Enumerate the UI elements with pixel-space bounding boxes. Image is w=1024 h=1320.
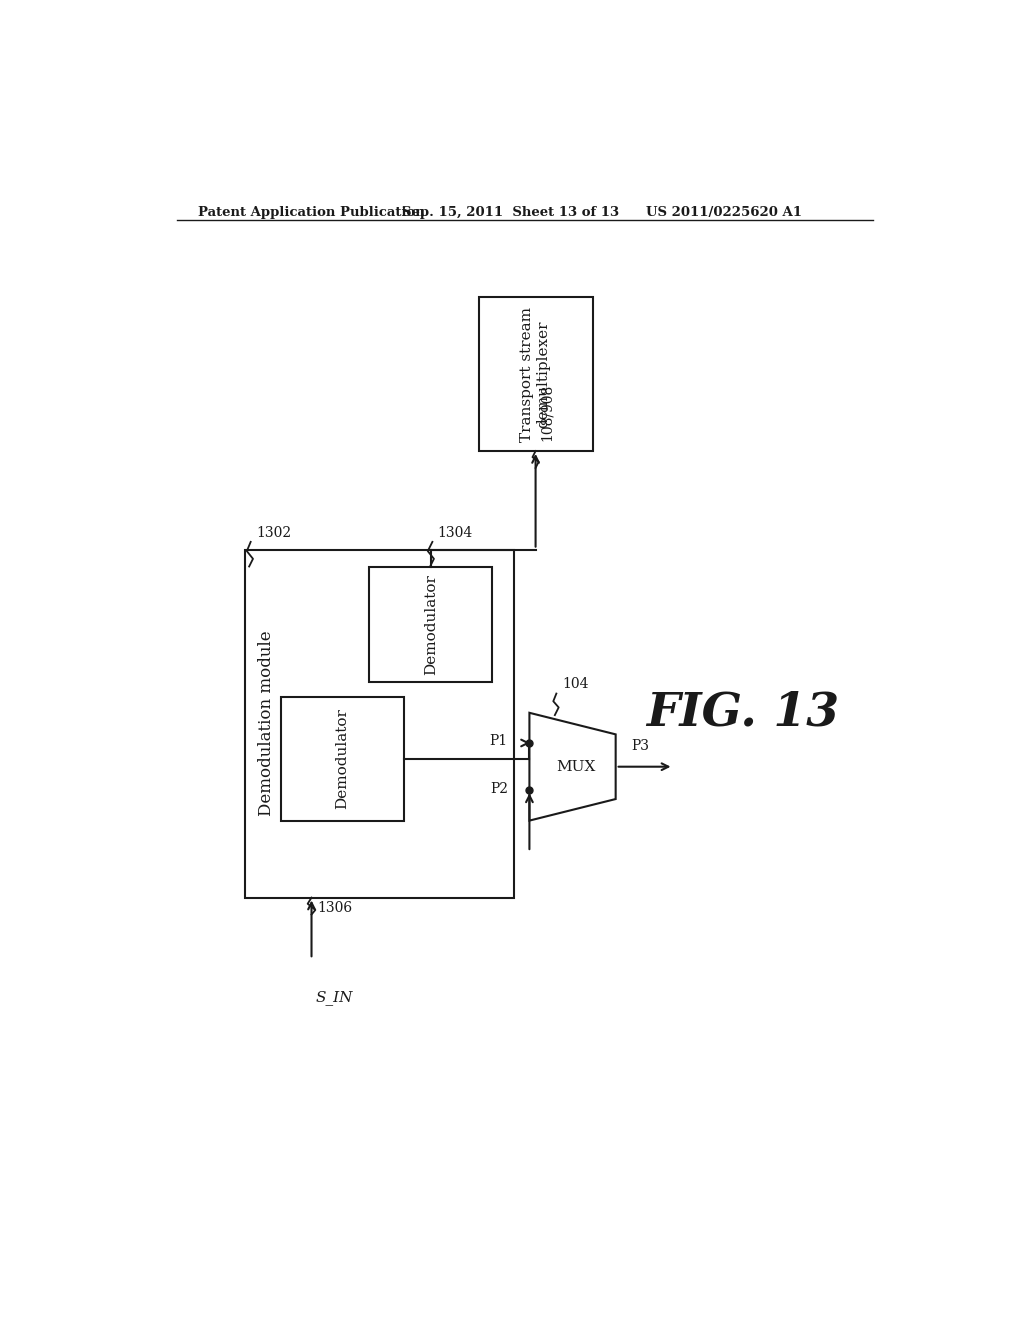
Text: Patent Application Publication: Patent Application Publication <box>199 206 425 219</box>
Text: 104: 104 <box>562 677 589 692</box>
Text: Transport stream
demultiplexer: Transport stream demultiplexer <box>520 306 551 441</box>
Text: P2: P2 <box>489 781 508 796</box>
Bar <box>370 566 493 682</box>
Text: P1: P1 <box>489 734 508 748</box>
Text: US 2011/0225620 A1: US 2011/0225620 A1 <box>646 206 803 219</box>
Bar <box>478 297 593 451</box>
Text: Demodulator: Demodulator <box>335 709 349 809</box>
Bar <box>281 697 403 821</box>
Bar <box>245 549 514 898</box>
Text: Demodulation module: Demodulation module <box>258 631 274 816</box>
Text: FIG. 13: FIG. 13 <box>646 689 840 735</box>
Text: Sep. 15, 2011  Sheet 13 of 13: Sep. 15, 2011 Sheet 13 of 13 <box>401 206 618 219</box>
Text: MUX: MUX <box>557 760 596 774</box>
Text: 1302: 1302 <box>256 527 291 540</box>
Text: P3: P3 <box>631 739 649 752</box>
Text: S_IN: S_IN <box>315 990 353 1005</box>
Text: 1306: 1306 <box>317 902 353 916</box>
Text: 1304: 1304 <box>437 527 472 540</box>
Text: 108/908: 108/908 <box>540 384 553 441</box>
Text: Demodulator: Demodulator <box>424 574 438 675</box>
